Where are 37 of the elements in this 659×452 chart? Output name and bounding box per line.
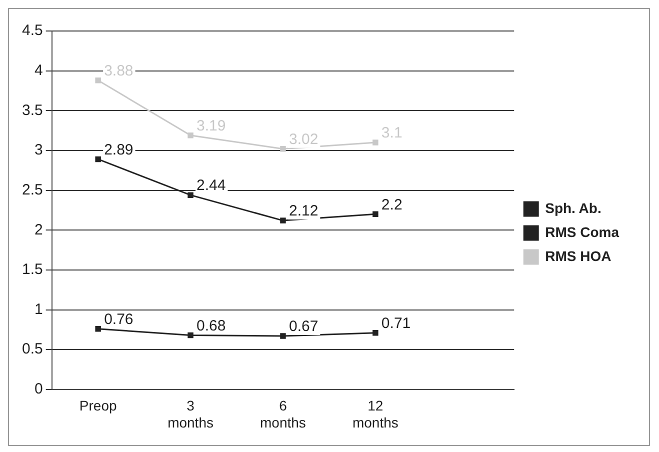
y-tick-label: 3	[34, 142, 43, 159]
point	[280, 218, 286, 224]
data-label: 0.68	[196, 317, 226, 334]
data-label: 0.76	[104, 311, 134, 328]
legend-label: RMS HOA	[545, 248, 612, 264]
data-label: 2.2	[381, 196, 402, 214]
x-tick-label: 3 months	[168, 398, 214, 430]
y-tick-label: 0	[34, 380, 43, 398]
y-tick-label: 2	[34, 221, 43, 238]
point	[95, 156, 101, 162]
point	[95, 78, 101, 84]
x-tick-label: Preop	[79, 398, 117, 414]
data-label: 0.71	[381, 314, 411, 332]
x-tick-label: 12 months	[352, 398, 398, 430]
y-tick-label: 3.5	[22, 102, 43, 119]
point	[95, 326, 101, 332]
point	[188, 192, 194, 198]
y-tick-label: 0.5	[22, 340, 43, 358]
data-label: 2.12	[288, 202, 318, 220]
point	[188, 132, 194, 138]
x-tick-label: 6 months	[260, 398, 306, 430]
y-tick-label: 1.5	[22, 261, 43, 278]
data-label: 0.67	[288, 318, 318, 336]
data-label: 2.89	[104, 141, 134, 158]
point	[372, 330, 378, 336]
point	[280, 146, 286, 152]
point	[188, 332, 194, 338]
y-tick-label: 1	[34, 300, 43, 318]
y-tick-label: 2.5	[22, 181, 43, 198]
point	[372, 211, 378, 218]
point	[280, 333, 286, 339]
legend-label: RMS Coma	[545, 224, 620, 240]
point	[372, 140, 378, 146]
legend-label: Sph. Ab.	[545, 200, 602, 216]
data-label: 2.44	[196, 177, 226, 194]
y-tick-label: 4.5	[22, 22, 43, 40]
y-tick-label: 4	[34, 62, 43, 79]
